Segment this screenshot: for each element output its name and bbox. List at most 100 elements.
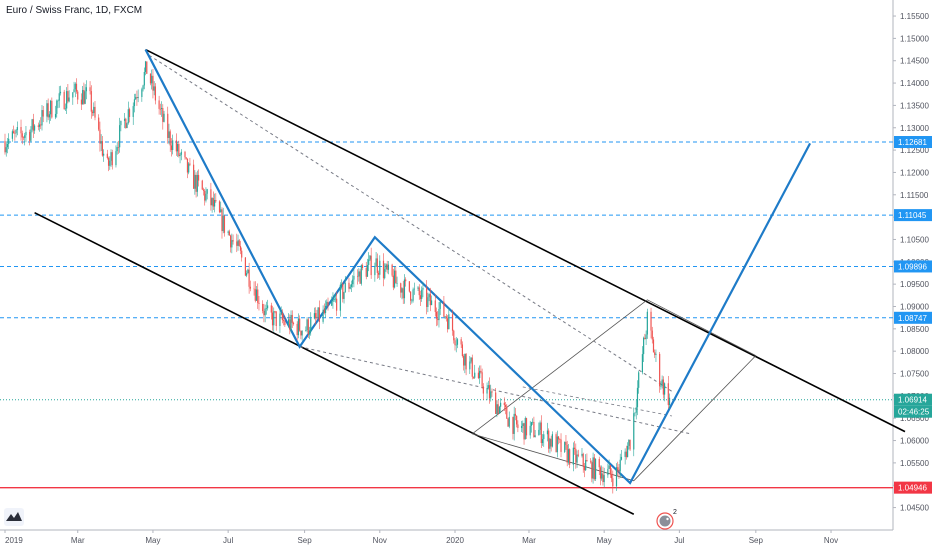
candle-body — [230, 235, 232, 248]
candle-body — [593, 457, 595, 480]
candle-body — [576, 454, 578, 463]
candle-body — [300, 330, 302, 336]
candle-body — [369, 255, 371, 260]
idea-avatar-icon[interactable] — [656, 512, 674, 530]
candle-body — [211, 198, 213, 206]
candle-body — [98, 117, 100, 130]
candle-body — [461, 344, 463, 357]
x-tick-label: Jul — [223, 536, 233, 545]
candle-body — [5, 147, 7, 153]
candle-body — [127, 109, 129, 124]
candle-body — [283, 320, 285, 322]
candle-body — [264, 308, 266, 316]
candle-body — [310, 318, 312, 332]
candle-body — [48, 114, 50, 118]
candle-body — [249, 286, 251, 289]
candle-body — [349, 286, 351, 289]
candle-body — [8, 138, 10, 145]
candle-body — [72, 92, 74, 98]
candle-body — [180, 151, 182, 155]
candle-body — [353, 275, 355, 280]
candle-body — [194, 174, 196, 189]
candle-body — [307, 319, 309, 335]
candle-body — [204, 190, 206, 201]
candle-body — [213, 200, 216, 207]
candle-body — [262, 303, 264, 311]
candle-body — [444, 316, 446, 318]
candle-body — [315, 313, 317, 318]
candle-body — [422, 287, 424, 290]
candle-body — [491, 391, 493, 393]
candle-body — [24, 135, 26, 138]
candle-body — [498, 406, 500, 414]
candle-body — [93, 106, 95, 114]
candle-body — [447, 318, 449, 330]
parallelogram-drawing — [472, 299, 757, 482]
candle-body — [67, 91, 69, 102]
candle-body — [30, 129, 32, 141]
candle-body — [257, 289, 259, 303]
candle-body — [238, 240, 240, 247]
candle-body — [382, 260, 385, 279]
candle-body — [430, 300, 433, 306]
candle-body — [586, 460, 588, 462]
candle-body — [463, 356, 465, 366]
candle-body — [197, 174, 200, 181]
candle-body — [451, 314, 454, 331]
candle-body — [541, 439, 544, 444]
candle-body — [220, 209, 222, 213]
candle-body — [333, 299, 335, 301]
candle-body — [352, 279, 354, 285]
candle-body — [628, 439, 630, 446]
candle-body — [357, 275, 359, 277]
candle-body — [297, 318, 300, 336]
candle-body — [513, 413, 515, 434]
candle-body — [427, 297, 429, 307]
grid-layer — [0, 0, 894, 531]
candle-body — [609, 465, 611, 475]
candle-body — [601, 473, 603, 479]
y-tick-label: 1.07500 — [900, 370, 929, 379]
candle-body — [564, 441, 566, 452]
candle-body — [384, 269, 386, 279]
candle-body — [633, 413, 635, 450]
candle-body — [37, 125, 39, 127]
level-price-tag — [894, 260, 932, 273]
candle-body — [292, 322, 295, 324]
x-tick-label: Mar — [522, 536, 536, 545]
countdown-tag-label: 02:46:25 — [898, 408, 930, 417]
x-tick-label: May — [597, 536, 612, 545]
candle-body — [205, 193, 207, 201]
candle-body — [479, 370, 481, 379]
y-tick-label: 1.15500 — [900, 12, 929, 21]
x-tick-label: Sep — [297, 536, 312, 545]
candle-body — [177, 143, 179, 152]
candle-body — [38, 124, 41, 127]
candle-body — [255, 289, 258, 301]
candle-body — [342, 283, 344, 299]
candle-body — [532, 421, 534, 423]
candle-body — [326, 301, 328, 306]
candle-body — [149, 73, 152, 84]
candle-body — [136, 97, 138, 99]
candle-body — [395, 270, 397, 284]
candle-body — [241, 250, 243, 258]
candle-body — [608, 465, 610, 469]
candle-body — [358, 271, 360, 277]
candle-body — [635, 407, 637, 413]
candle-body — [334, 298, 337, 300]
candle-body — [456, 339, 459, 345]
y-tick-label: 1.14500 — [900, 57, 929, 66]
candle-body — [169, 131, 171, 146]
candle-body — [659, 353, 661, 387]
candle-body — [661, 379, 663, 386]
candle-body — [481, 372, 483, 387]
candle-body — [22, 137, 25, 139]
candle-body — [227, 231, 229, 233]
level-price-tag-label: 1.06914 — [898, 396, 927, 405]
candle-body — [117, 147, 120, 148]
candle-body — [629, 439, 631, 450]
candle-body — [591, 462, 593, 479]
candle-body — [291, 314, 293, 323]
